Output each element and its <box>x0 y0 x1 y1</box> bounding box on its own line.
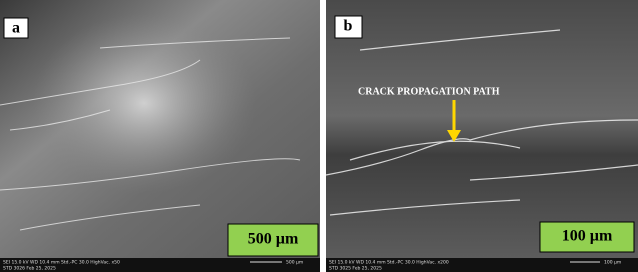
panel-b: b CRACK PROPAGATION PATH 100 µm SEI 15.0… <box>326 0 638 272</box>
info-scale: 100 µm <box>604 260 621 266</box>
panel-label: a <box>12 20 20 37</box>
panel-a: a 500 µm SEI 15.0 kV WD 10.4 mm Std.-PC … <box>0 0 320 272</box>
panel-label: b <box>344 18 353 35</box>
micrograph <box>326 0 638 258</box>
info-scale: 500 µm <box>286 260 303 266</box>
info-line: STD 3026 Feb 25, 2025 <box>3 266 56 272</box>
info-line: STD 3025 Feb 25, 2025 <box>329 266 382 272</box>
figure: a 500 µm SEI 15.0 kV WD 10.4 mm Std.-PC … <box>0 0 638 272</box>
info-line: SEI 15.0 kV WD 10.4 mm Std.-PC 30.0 High… <box>329 260 449 266</box>
scale-bar-label: 100 µm <box>562 228 613 245</box>
info-line: SEI 15.0 kV WD 10.4 mm Std.-PC 30.0 High… <box>3 260 120 266</box>
scale-bar-label: 500 µm <box>248 231 299 248</box>
annotation: CRACK PROPAGATION PATH <box>358 86 500 97</box>
